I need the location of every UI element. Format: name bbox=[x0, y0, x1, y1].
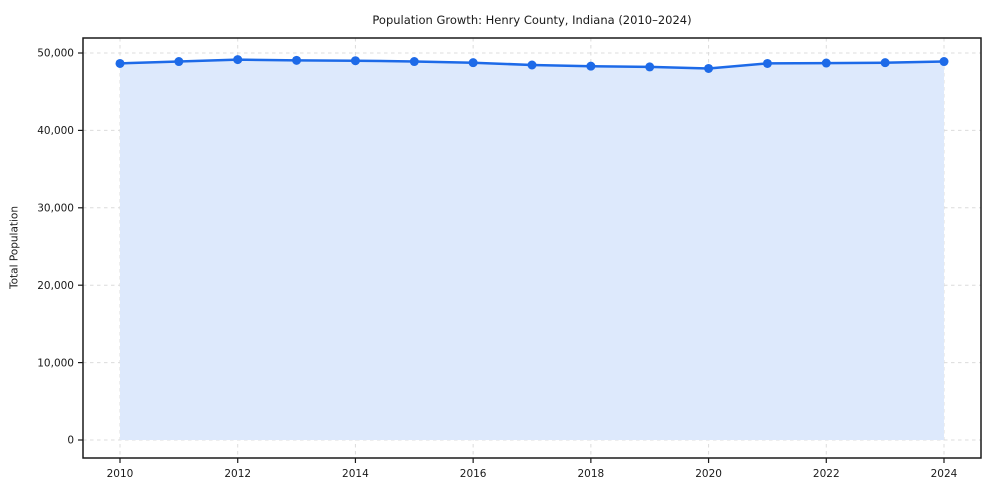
y-tick-label: 40,000 bbox=[37, 125, 74, 137]
data-point-2013 bbox=[292, 55, 302, 65]
data-point-2015 bbox=[409, 57, 419, 67]
x-tick-label: 2020 bbox=[695, 468, 722, 480]
data-point-2020 bbox=[704, 63, 714, 73]
data-point-2024 bbox=[939, 57, 949, 67]
x-tick-label: 2014 bbox=[342, 468, 369, 480]
y-tick-label: 20,000 bbox=[37, 280, 74, 292]
data-point-2016 bbox=[468, 58, 478, 68]
data-point-2011 bbox=[174, 57, 184, 67]
x-tick-label: 2012 bbox=[224, 468, 251, 480]
data-point-2022 bbox=[821, 58, 831, 68]
data-point-2019 bbox=[645, 62, 655, 72]
data-point-2010 bbox=[115, 58, 125, 68]
y-tick-label: 50,000 bbox=[37, 48, 74, 60]
data-point-2023 bbox=[880, 58, 890, 68]
data-point-2018 bbox=[586, 61, 596, 71]
data-point-2017 bbox=[527, 60, 537, 70]
data-point-2014 bbox=[350, 56, 360, 66]
plot-frame bbox=[82, 37, 982, 459]
x-tick-label: 2018 bbox=[577, 468, 604, 480]
x-tick-label: 2016 bbox=[460, 468, 487, 480]
x-tick-label: 2024 bbox=[931, 468, 958, 480]
x-tick-label: 2010 bbox=[107, 468, 134, 480]
chart-title: Population Growth: Henry County, Indiana… bbox=[372, 13, 692, 27]
data-point-2021 bbox=[762, 58, 772, 68]
data-point-2012 bbox=[233, 55, 243, 65]
y-tick-label: 30,000 bbox=[37, 203, 74, 215]
x-tick-label: 2022 bbox=[813, 468, 840, 480]
y-tick-label: 0 bbox=[67, 435, 74, 447]
y-tick-label: 10,000 bbox=[37, 357, 74, 369]
area-fill bbox=[120, 59, 944, 440]
